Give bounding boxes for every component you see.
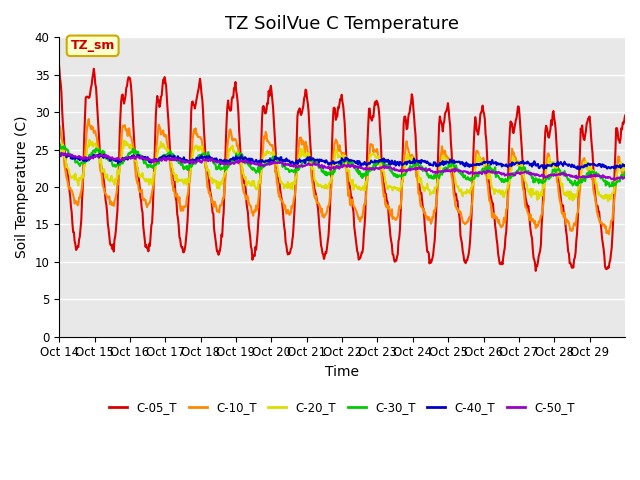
Legend: C-05_T, C-10_T, C-20_T, C-30_T, C-40_T, C-50_T: C-05_T, C-10_T, C-20_T, C-30_T, C-40_T, …: [105, 396, 579, 419]
X-axis label: Time: Time: [325, 365, 359, 379]
Text: TZ_sm: TZ_sm: [70, 39, 115, 52]
Y-axis label: Soil Temperature (C): Soil Temperature (C): [15, 116, 29, 258]
Title: TZ SoilVue C Temperature: TZ SoilVue C Temperature: [225, 15, 459, 33]
